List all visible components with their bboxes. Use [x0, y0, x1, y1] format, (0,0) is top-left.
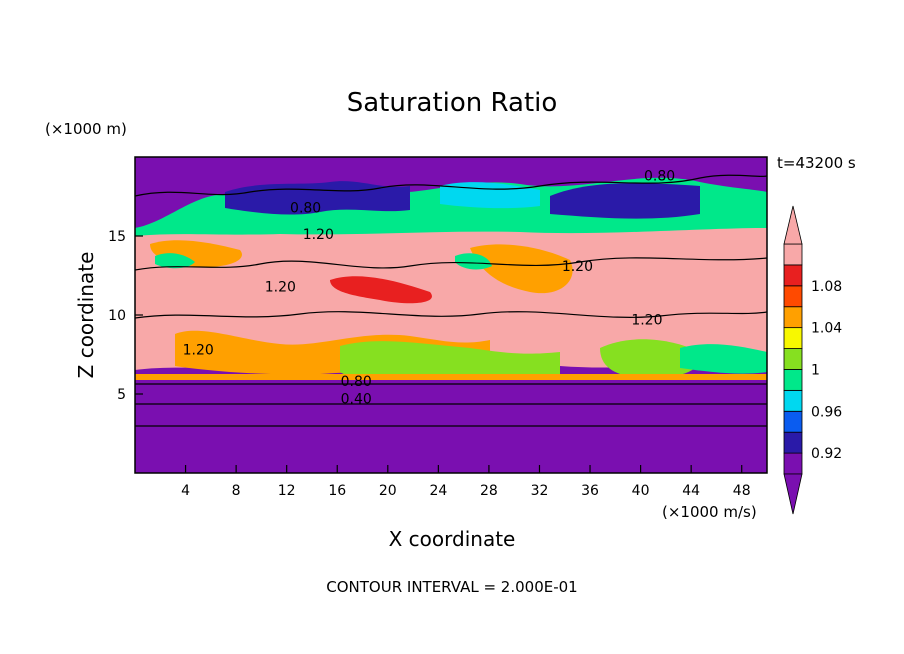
colorbar-segment: [783, 348, 803, 370]
contour-label: 1.20: [183, 343, 214, 359]
colorbar-segment: [783, 243, 803, 266]
contour-lines: [135, 174, 767, 427]
x-tick-label: 28: [480, 483, 498, 499]
layer-green-cloud: [340, 341, 560, 383]
layer-supersat-main: [135, 228, 767, 370]
colorbar-segment: [783, 431, 803, 454]
colorbar-tick-label: 1.08: [811, 279, 842, 295]
layer-right-blue: [550, 183, 700, 219]
colorbar-segment: [783, 306, 803, 329]
layer-red-streak-1: [330, 276, 432, 304]
x-tick-label: 12: [278, 483, 296, 499]
contour-label: 1.20: [303, 227, 334, 243]
x-axis-ticks: 4 8 12 16 20 24 28 32 36 40 44 48: [181, 465, 751, 499]
x-tick-label: 44: [682, 483, 700, 499]
layer-right-green-blob: [600, 339, 701, 378]
contour-lower-mid: [135, 311, 767, 319]
colorbar-segment: [783, 327, 803, 349]
contour-labels: 0.800.801.201.201.201.201.200.800.40: [183, 169, 676, 408]
contour-mid: [135, 257, 767, 271]
colorbar-tick-label: 0.96: [811, 404, 842, 420]
layer-inversion-line: [135, 374, 767, 380]
x-axis-label: X coordinate: [389, 527, 516, 551]
colorbar-segment: [783, 264, 803, 287]
y-tick-label: 15: [108, 229, 126, 245]
colorbar-tick-label: 1.04: [811, 321, 842, 337]
colorbar-tick-label: 0.92: [811, 446, 842, 462]
colorbar-segment: [783, 369, 803, 391]
colorbar-low-arrow: [783, 473, 803, 515]
contour-label: 0.40: [341, 391, 372, 407]
x-tick-label: 4: [181, 483, 190, 499]
layer-yellow-core-1: [470, 244, 573, 294]
colorbar-segment: [783, 389, 803, 412]
colorbar-tick-label: 1: [811, 362, 820, 378]
x-tick-label: 36: [581, 483, 599, 499]
chart-title: Saturation Ratio: [347, 88, 558, 118]
x-tick-label: 16: [328, 483, 346, 499]
contour-label: 1.20: [562, 259, 593, 275]
colorbar-segment: [783, 410, 803, 433]
time-label: t=43200 s: [777, 154, 856, 172]
contour-label: 1.20: [265, 279, 296, 295]
colorbar: 0.92 0.96 1 1.04 1.08: [783, 205, 842, 515]
contour-label: 1.20: [631, 312, 662, 328]
contour-interval-footer: CONTOUR INTERVAL = 2.000E-01: [326, 578, 577, 596]
x-tick-label: 24: [429, 483, 447, 499]
x-tick-label: 40: [632, 483, 650, 499]
colorbar-high-arrow: [783, 205, 803, 245]
y-axis-ticks: 5 10 15: [108, 229, 143, 403]
x-tick-label: 48: [733, 483, 751, 499]
y-tick-label: 10: [108, 308, 126, 324]
y-unit-label: (×1000 m): [45, 120, 127, 138]
x-unit-label: (×1000 m/s): [662, 503, 757, 521]
contour-upper: [135, 174, 767, 197]
contour-label: 0.80: [341, 374, 372, 390]
x-tick-label: 32: [531, 483, 549, 499]
layer-green-left: [155, 253, 195, 269]
x-tick-label: 20: [379, 483, 397, 499]
colorbar-segment: [783, 452, 803, 475]
layer-sea-green-right: [680, 344, 767, 374]
y-axis-label: Z coordinate: [74, 252, 98, 379]
y-tick-label: 5: [117, 387, 126, 403]
contour-label: 0.80: [290, 200, 321, 216]
layer-green-core-1: [455, 253, 492, 270]
x-tick-label: 8: [232, 483, 241, 499]
colorbar-segment: [783, 285, 803, 308]
contour-label: 0.80: [644, 169, 675, 185]
